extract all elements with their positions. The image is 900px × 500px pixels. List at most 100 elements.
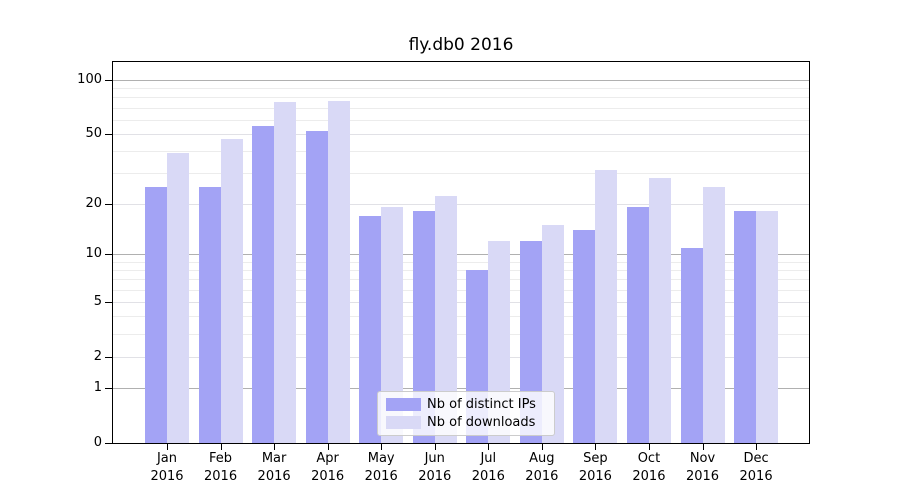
- x-label-month: Feb: [209, 451, 233, 466]
- x-axis-tick-label: Oct 2016: [617, 450, 681, 486]
- x-label-year: 2016: [685, 469, 720, 484]
- x-axis-tick-label: Aug 2016: [510, 450, 574, 486]
- y-axis-tick-label: 20: [85, 195, 102, 211]
- minor-gridline: [113, 107, 809, 109]
- y-axis-tick: [105, 302, 112, 304]
- x-axis-tick-label: Sep 2016: [563, 450, 627, 486]
- x-label-year: 2016: [257, 469, 291, 484]
- bar-distinct-ips-apr: [305, 130, 328, 443]
- x-label-year: 2016: [739, 469, 773, 484]
- major-gridline: [113, 388, 809, 390]
- bar-downloads-nov: [702, 186, 725, 443]
- x-axis-tick-label: Feb 2016: [189, 450, 253, 486]
- x-label-month: Aug: [529, 451, 555, 466]
- y-axis-tick-label: 10: [85, 246, 102, 262]
- minor-gridline: [113, 333, 809, 335]
- bar-downloads-apr: [327, 101, 350, 443]
- bar-distinct-ips-sep: [573, 230, 596, 443]
- y-axis-tick-label: 100: [77, 72, 102, 88]
- legend-swatch-downloads: [386, 416, 421, 429]
- bar-distinct-ips-mar: [252, 126, 275, 443]
- x-label-month: Nov: [689, 451, 716, 466]
- y-axis-tick: [105, 133, 112, 135]
- minor-gridline: [113, 119, 809, 121]
- x-label-month: Oct: [637, 451, 661, 466]
- bar-distinct-ips-may: [359, 215, 382, 443]
- bar-distinct-ips-nov: [680, 247, 703, 443]
- x-axis-tick: [220, 444, 222, 450]
- bar-downloads-jan: [167, 152, 189, 443]
- x-label-year: 2016: [364, 469, 398, 484]
- x-axis-tick: [648, 444, 650, 450]
- x-axis-tick: [434, 444, 436, 450]
- x-axis-tick-label: Apr 2016: [296, 450, 360, 486]
- x-axis-tick: [327, 444, 329, 450]
- bar-downloads-may: [381, 207, 404, 443]
- minor-gridline: [113, 203, 809, 205]
- legend-label-downloads: Nb of downloads: [427, 415, 536, 430]
- x-axis-tick-label: Nov 2016: [671, 450, 735, 486]
- legend: Nb of distinct IPs Nb of downloads: [377, 391, 555, 436]
- y-axis-tick-label: 1: [93, 380, 102, 396]
- minor-gridline: [113, 97, 809, 99]
- minor-gridline: [113, 261, 809, 263]
- y-axis-tick: [105, 203, 112, 205]
- x-label-year: 2016: [578, 469, 612, 484]
- bar-distinct-ips-jan: [145, 186, 167, 443]
- minor-gridline: [113, 270, 809, 272]
- x-label-month: Jun: [424, 451, 445, 466]
- x-axis-tick-label: Jun 2016: [403, 450, 467, 486]
- y-axis-tick-label: 0: [93, 435, 102, 450]
- x-label-year: 2016: [418, 469, 452, 484]
- x-axis-tick: [541, 444, 543, 450]
- y-axis-tick-label: 2: [93, 348, 102, 364]
- minor-gridline: [113, 133, 809, 135]
- minor-gridline: [113, 279, 809, 281]
- y-axis-tick: [105, 254, 112, 256]
- x-label-year: 2016: [150, 469, 184, 484]
- x-label-year: 2016: [204, 469, 238, 484]
- y-axis-tick: [105, 356, 112, 358]
- x-axis-tick: [274, 444, 276, 450]
- x-label-month: Mar: [261, 451, 287, 466]
- bar-distinct-ips-jun: [412, 211, 435, 443]
- x-label-year: 2016: [632, 469, 666, 484]
- legend-swatch-distinct-ips: [386, 398, 421, 411]
- minor-gridline: [113, 302, 809, 304]
- x-label-month: Jul: [480, 451, 497, 466]
- minor-gridline: [113, 150, 809, 152]
- x-label-month: Apr: [316, 451, 339, 466]
- x-axis-tick: [167, 444, 168, 450]
- bar-downloads-sep: [595, 170, 618, 443]
- minor-gridline: [113, 172, 809, 174]
- y-axis-tick: [105, 388, 112, 390]
- x-label-year: 2016: [311, 469, 345, 484]
- x-label-year: 2016: [525, 469, 559, 484]
- minor-gridline: [113, 88, 809, 90]
- chart-title: fly.db0 2016: [408, 35, 514, 55]
- bar-distinct-ips-dec: [734, 211, 757, 443]
- x-label-year: 2016: [471, 469, 505, 484]
- x-axis-tick-label: Dec 2016: [724, 450, 788, 486]
- legend-entry-distinct-ips: Nb of distinct IPs: [386, 397, 546, 412]
- y-axis-tick-label: 50: [85, 125, 102, 141]
- legend-label-distinct-ips: Nb of distinct IPs: [427, 397, 536, 412]
- bar-downloads-oct: [648, 178, 671, 443]
- bar-downloads-jun: [434, 196, 457, 443]
- x-label-month: May: [367, 451, 395, 466]
- bar-downloads-mar: [274, 102, 297, 443]
- x-axis-tick: [595, 444, 597, 450]
- x-axis-tick-label: Jul 2016: [456, 450, 520, 486]
- legend-entry-downloads: Nb of downloads: [386, 415, 546, 430]
- x-axis-tick: [381, 444, 383, 450]
- x-axis-tick: [488, 444, 490, 450]
- y-axis-tick-label: 5: [93, 294, 102, 310]
- x-label-month: Dec: [743, 451, 769, 466]
- bar-distinct-ips-oct: [626, 207, 649, 443]
- bar-downloads-aug: [541, 224, 564, 443]
- major-gridline: [113, 80, 809, 82]
- y-axis-tick: [105, 443, 112, 444]
- x-label-month: Sep: [583, 451, 608, 466]
- bar-downloads-feb: [220, 138, 243, 443]
